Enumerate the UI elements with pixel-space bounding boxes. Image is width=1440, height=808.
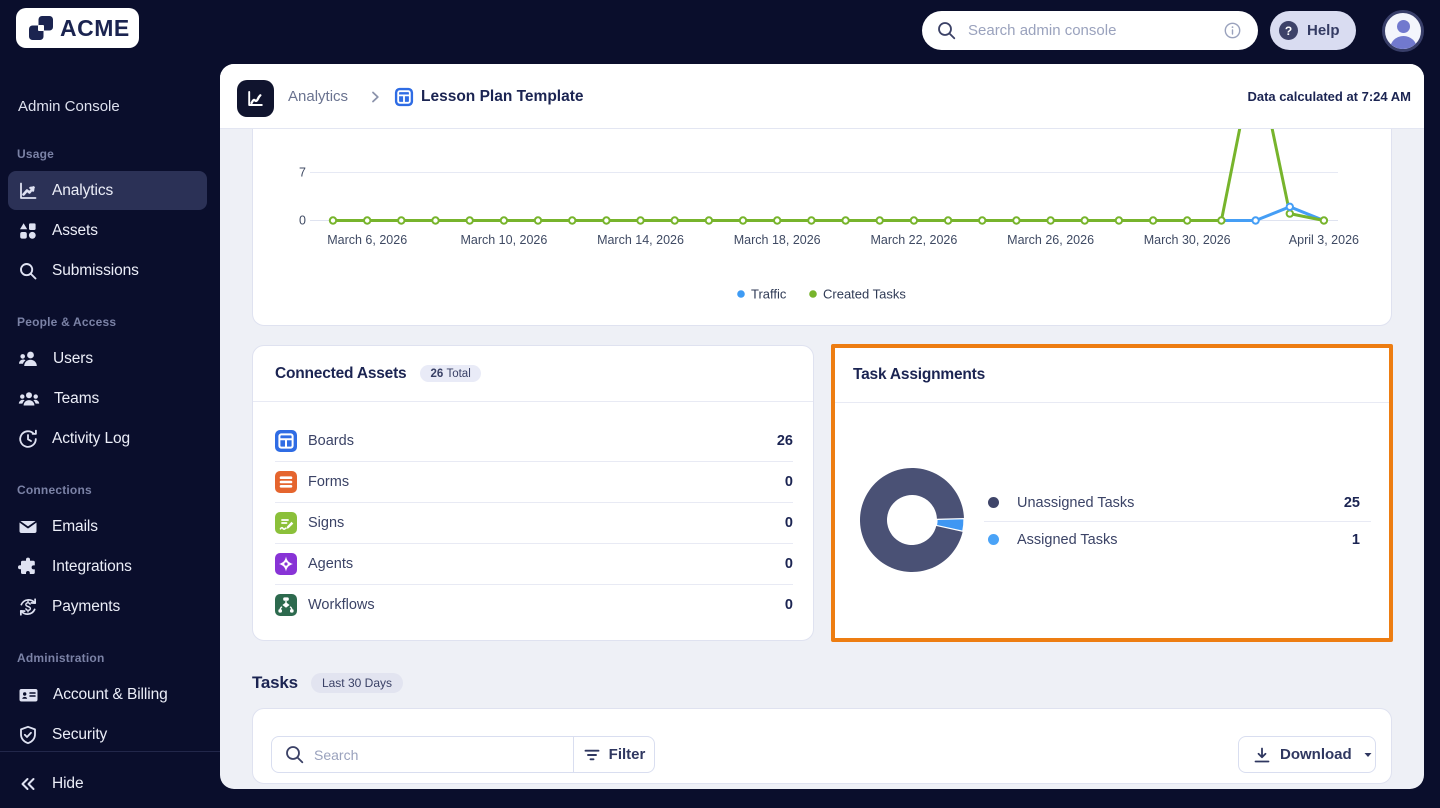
svg-text:March 18, 2026: March 18, 2026 xyxy=(734,233,821,247)
svg-text:March 6, 2026: March 6, 2026 xyxy=(327,233,407,247)
svg-text:Traffic: Traffic xyxy=(751,287,787,302)
svg-text:April 3, 2026: April 3, 2026 xyxy=(1289,233,1359,247)
svg-text:March 22, 2026: March 22, 2026 xyxy=(870,233,957,247)
svg-text:March 30, 2026: March 30, 2026 xyxy=(1144,233,1231,247)
svg-text:0: 0 xyxy=(299,214,306,228)
svg-text:March 10, 2026: March 10, 2026 xyxy=(460,233,547,247)
svg-text:March 14, 2026: March 14, 2026 xyxy=(597,233,684,247)
svg-text:7: 7 xyxy=(299,166,306,180)
svg-text:Created Tasks: Created Tasks xyxy=(823,287,906,302)
svg-text:March 26, 2026: March 26, 2026 xyxy=(1007,233,1094,247)
